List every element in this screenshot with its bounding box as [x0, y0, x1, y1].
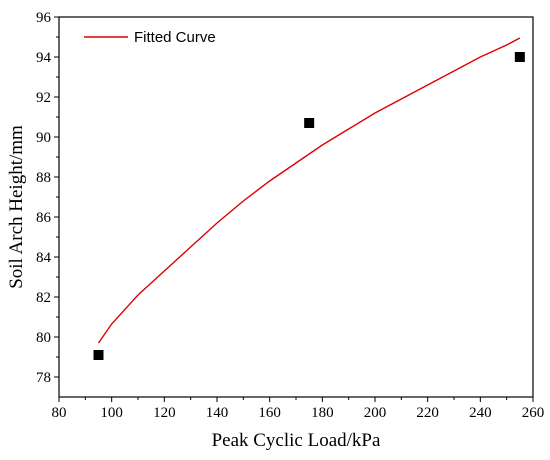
- y-tick-label: 96: [36, 10, 52, 26]
- y-tick-label: 86: [36, 210, 52, 226]
- y-axis-title: Soil Arch Height/mm: [6, 125, 27, 289]
- y-tick-label: 92: [36, 90, 51, 106]
- x-tick-label: 140: [206, 405, 229, 421]
- x-tick-label: 200: [364, 405, 387, 421]
- y-tick-label: 90: [36, 130, 51, 146]
- x-axis-title: Peak Cyclic Load/kPa: [212, 430, 381, 451]
- data-point-square: [514, 52, 525, 62]
- y-tick-label: 82: [36, 290, 51, 306]
- x-tick-label: 120: [153, 405, 176, 421]
- x-tick-label: 180: [311, 405, 334, 421]
- fitted-curve-layer: [97, 37, 521, 344]
- y-axis-ticks: 78 80 82 84 86 88 90 92 94 96: [36, 10, 59, 386]
- data-point-square: [304, 118, 315, 128]
- y-tick-label: 94: [36, 50, 52, 66]
- y-tick-label: 84: [36, 250, 52, 266]
- x-tick-label: 80: [52, 405, 67, 421]
- legend: Fitted Curve: [84, 29, 216, 46]
- x-tick-label: 100: [100, 405, 123, 421]
- fitted-curve-line: [97, 37, 521, 344]
- data-point-square: [93, 350, 104, 360]
- legend-label: Fitted Curve: [134, 29, 216, 46]
- x-tick-label: 240: [469, 405, 492, 421]
- x-tick-label: 160: [258, 405, 281, 421]
- y-tick-label: 78: [36, 370, 51, 386]
- x-axis-ticks: 80 100 120 140 160 180 200 220 240 260: [52, 397, 545, 421]
- y-tick-label: 80: [36, 330, 51, 346]
- plot-frame: [58, 16, 534, 398]
- x-tick-label: 260: [522, 405, 545, 421]
- x-tick-label: 220: [416, 405, 439, 421]
- data-markers-layer: [93, 52, 525, 360]
- y-tick-label: 88: [36, 170, 51, 186]
